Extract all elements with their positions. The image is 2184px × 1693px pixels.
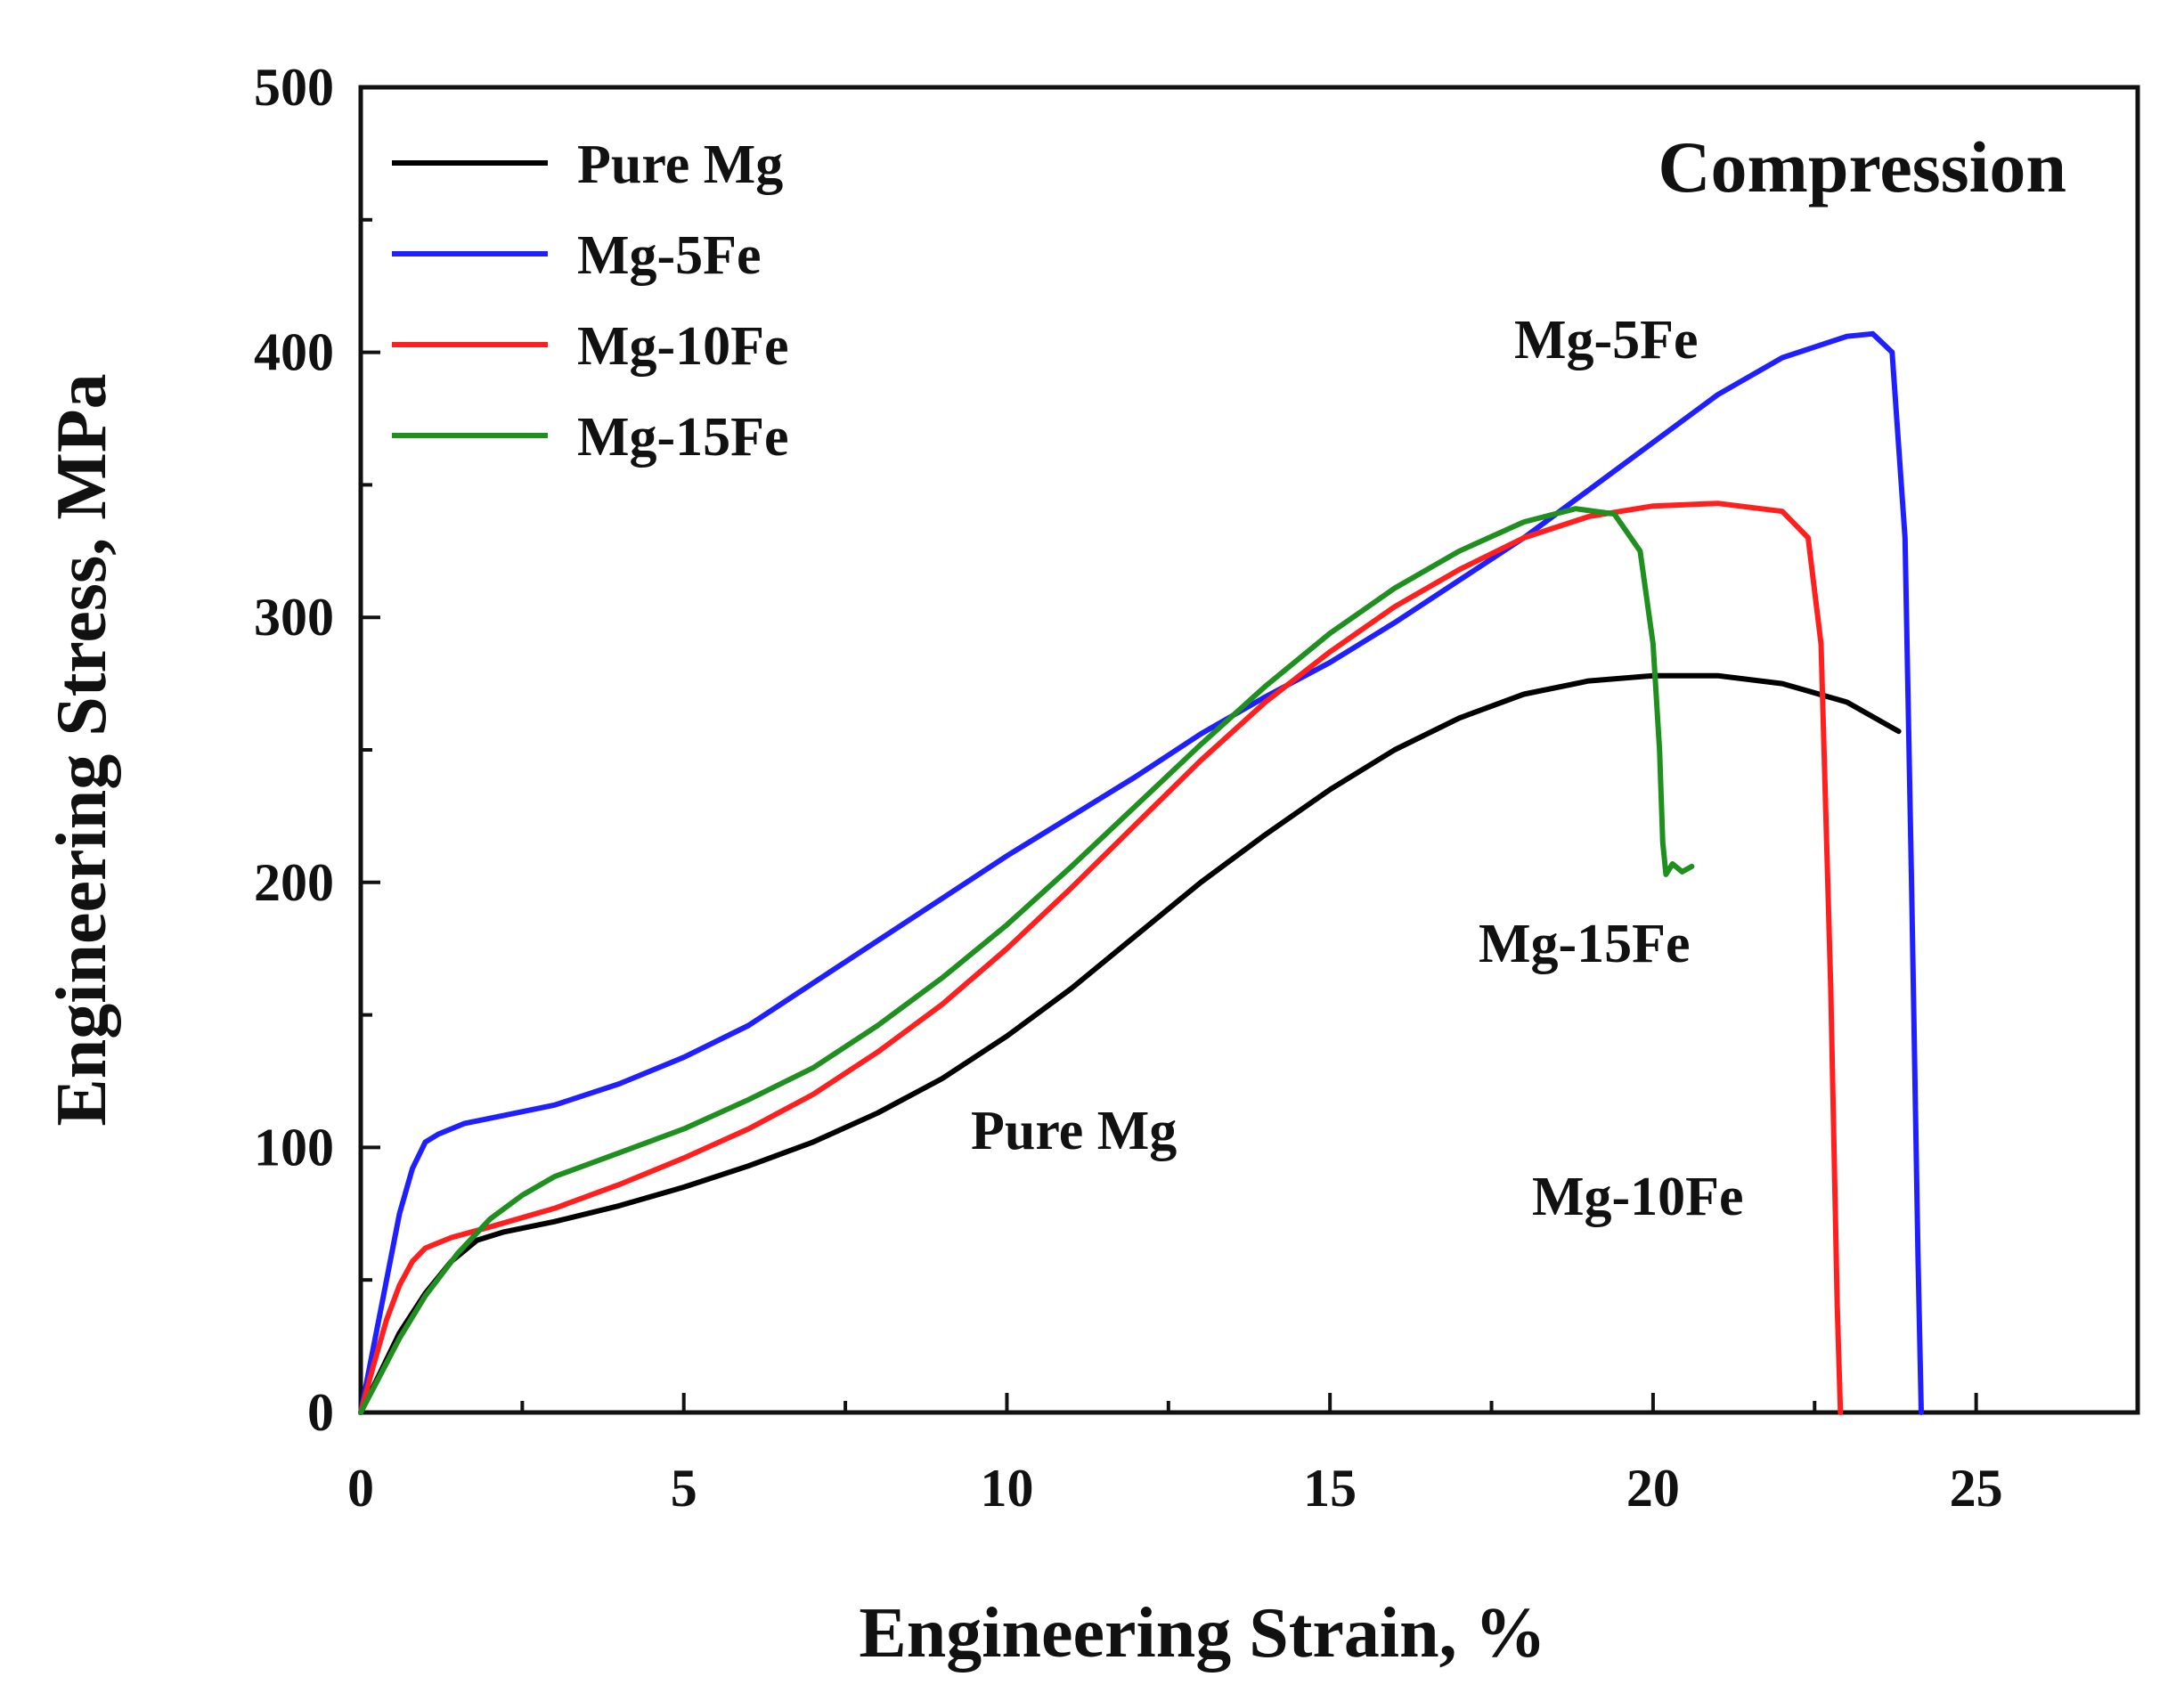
annotation-pure-mg: Pure Mg xyxy=(971,1101,1177,1161)
y-tick-label: 100 xyxy=(254,1118,334,1176)
legend-label-mg-15fe: Mg-15Fe xyxy=(577,407,789,468)
series-line-mg-15fe xyxy=(358,506,1695,1415)
series-line-mg-5fe xyxy=(358,330,1924,1415)
series-line-pure-mg xyxy=(358,672,1902,1415)
x-axis-ticks: 0 5 10 15 20 25 xyxy=(347,1393,2139,1518)
x-tick-label: 25 xyxy=(1950,1459,2003,1518)
annotation-mg-5fe: Mg-5Fe xyxy=(1514,310,1699,370)
legend-label-mg-5fe: Mg-5Fe xyxy=(577,225,762,286)
legend-label-pure-mg: Pure Mg xyxy=(577,134,783,195)
y-axis-ticks: 0 100 200 300 400 500 xyxy=(254,58,380,1442)
x-tick-label: 20 xyxy=(1626,1459,1680,1518)
y-tick-label: 500 xyxy=(254,58,334,117)
legend-label-mg-10fe: Mg-10Fe xyxy=(577,316,789,377)
y-tick-label: 0 xyxy=(307,1383,334,1442)
chart-title: Compression xyxy=(1658,126,2066,208)
annotation-mg-15fe: Mg-15Fe xyxy=(1479,914,1691,974)
x-tick-label: 5 xyxy=(671,1459,697,1518)
annotation-mg-10fe: Mg-10Fe xyxy=(1532,1167,1744,1227)
y-axis-label: Engineering Stress, MPa xyxy=(43,373,121,1126)
x-tick-label: 10 xyxy=(980,1459,1033,1518)
plot-frame xyxy=(358,85,2140,1415)
series-layer xyxy=(358,330,1924,1415)
x-axis-label: Engineering Strain, % xyxy=(859,1594,1545,1673)
x-tick-label: 15 xyxy=(1303,1459,1357,1518)
y-tick-label: 400 xyxy=(254,323,334,382)
y-tick-label: 200 xyxy=(254,853,334,912)
y-tick-label: 300 xyxy=(254,588,334,647)
legend: Pure Mg Mg-5Fe Mg-10Fe Mg-15Fe xyxy=(392,134,789,468)
x-tick-label: 0 xyxy=(347,1459,374,1518)
series-line-mg-10fe xyxy=(358,501,1844,1415)
